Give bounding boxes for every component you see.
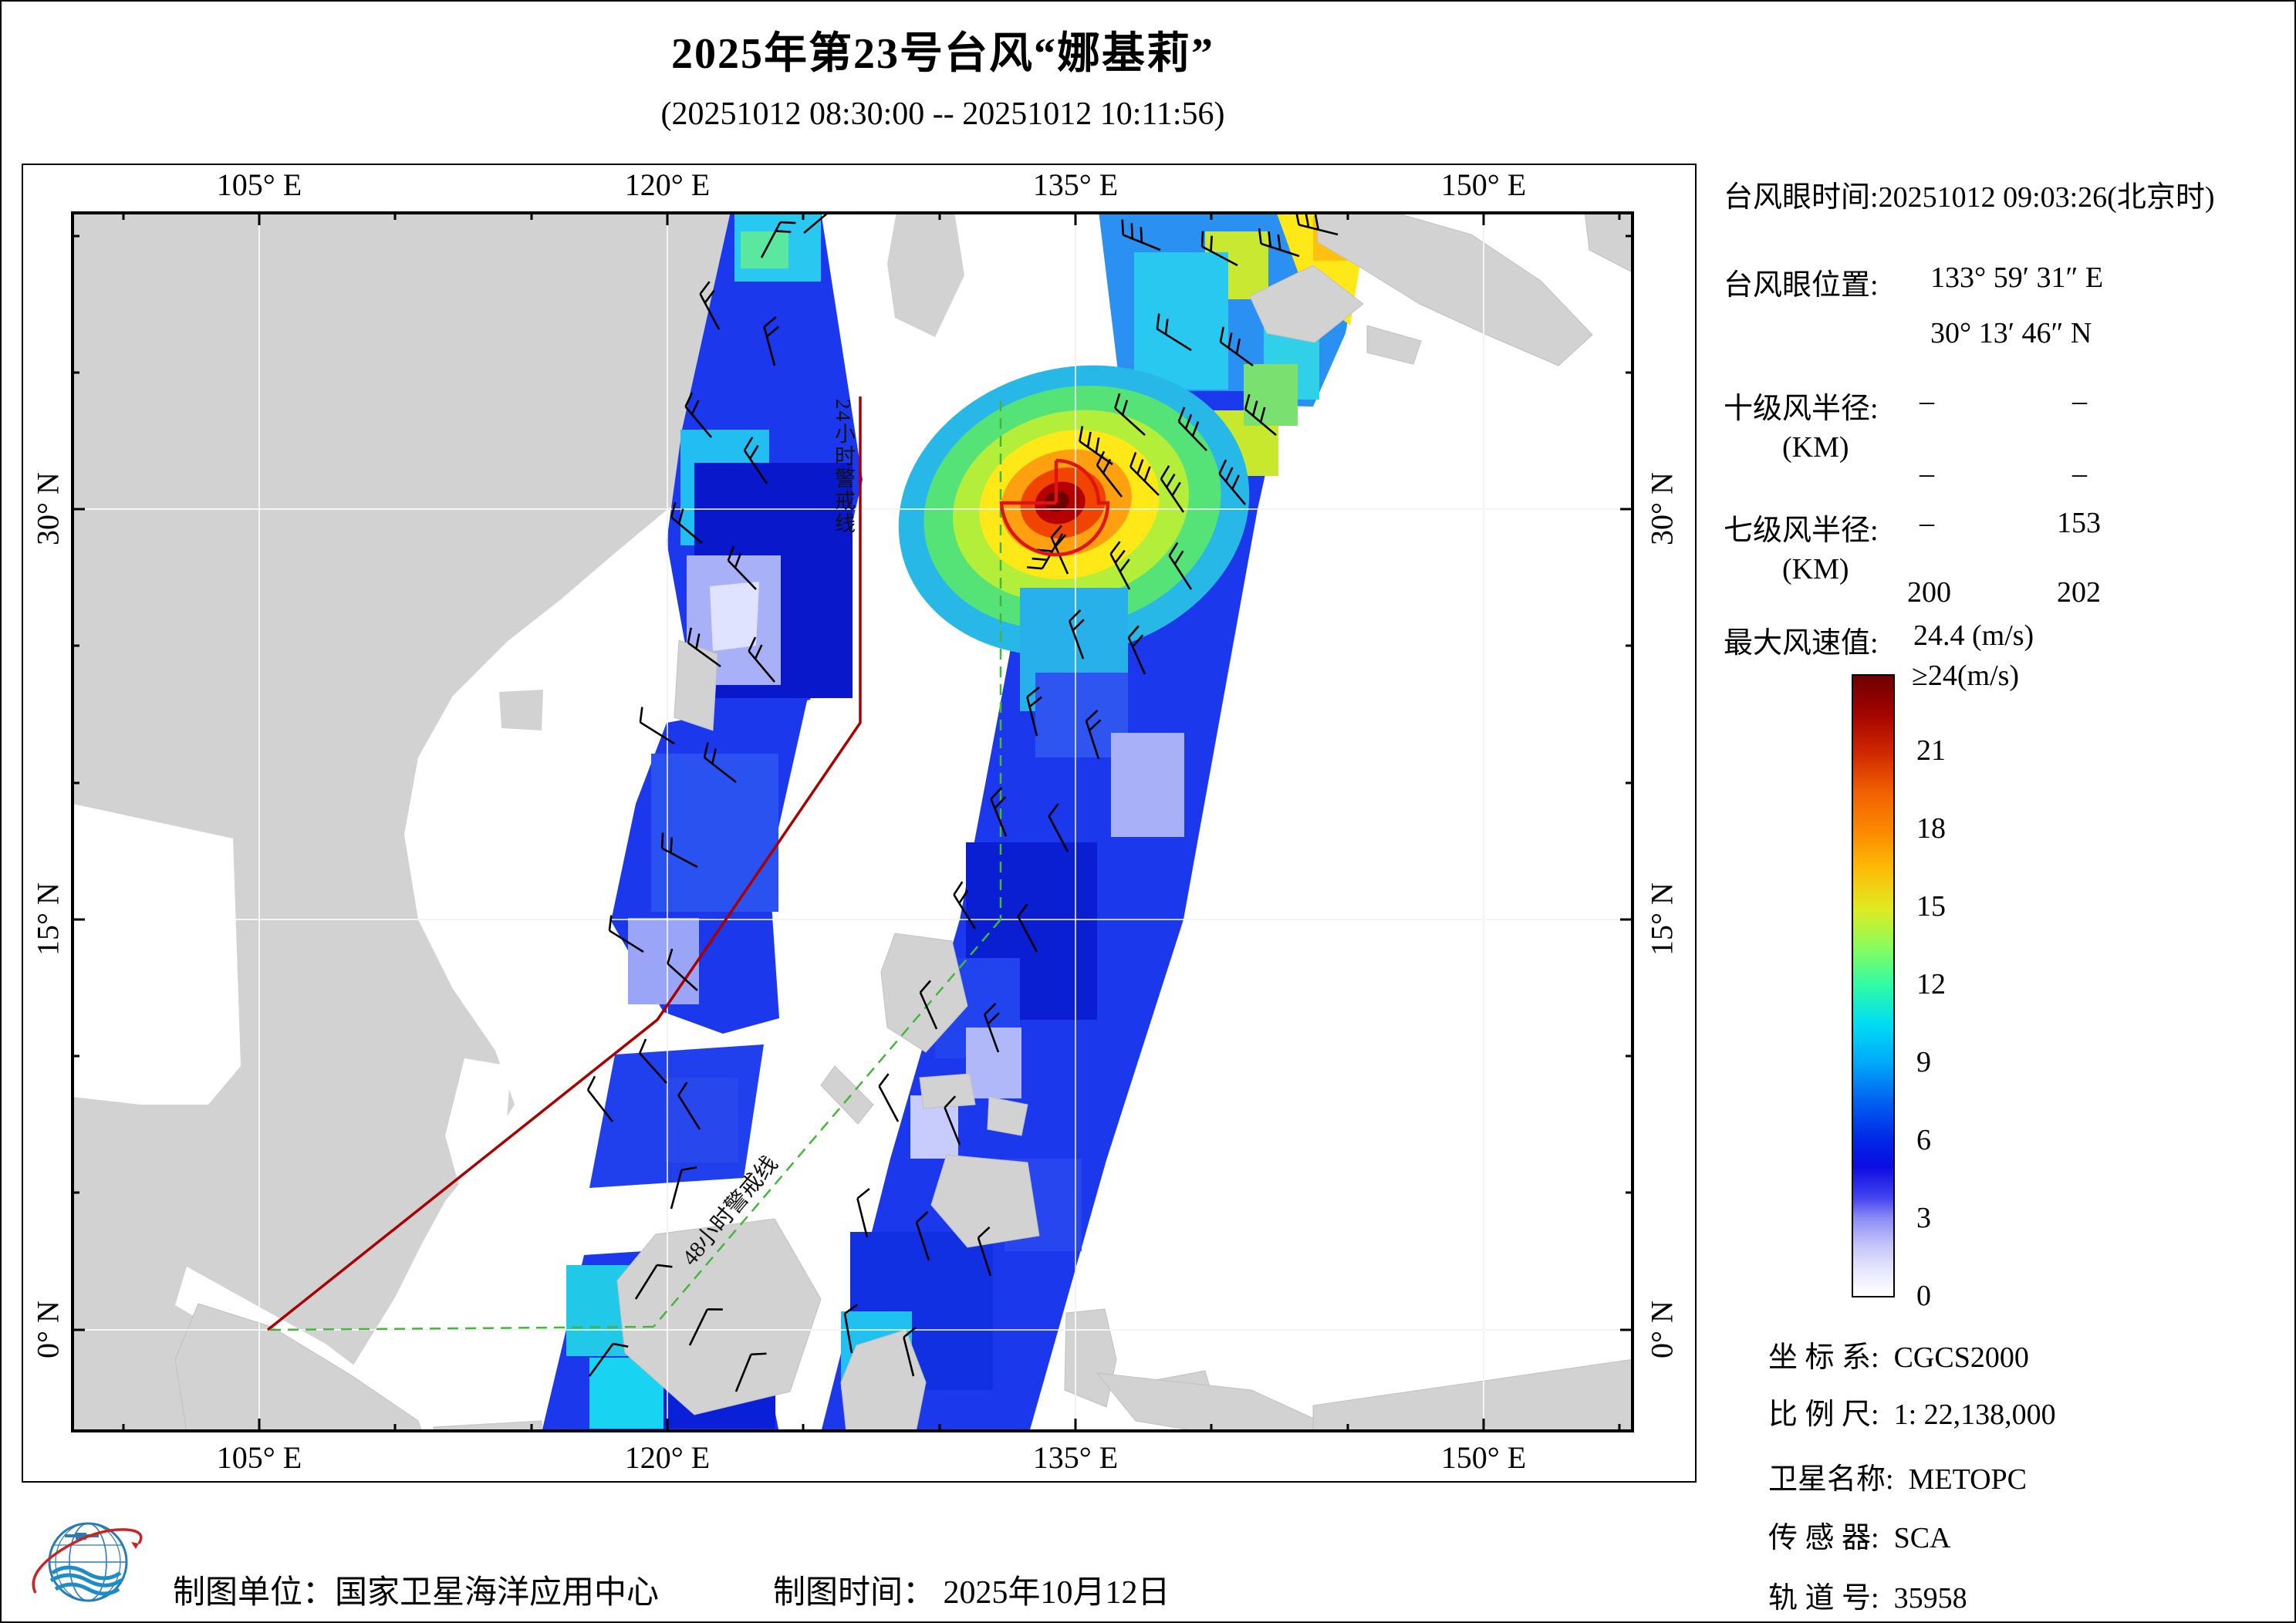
r7-value-1: –	[1920, 507, 1934, 539]
page-subtitle: (20251012 08:30:00 -- 20251012 10:11:56)	[660, 96, 1225, 132]
land-island	[1312, 1358, 1634, 1432]
meta-row-crs: 坐 标 系: CGCS2000	[1768, 1333, 2029, 1375]
r7-value-4: 202	[2057, 576, 2101, 609]
land-mainland	[887, 211, 964, 337]
warning-line-48h	[653, 919, 1001, 1328]
crs-label: 坐 标 系:	[1768, 1341, 1879, 1374]
vmax-label: 最大风速值:	[1724, 627, 1879, 660]
land-island	[1366, 325, 1422, 365]
r10-value-3: –	[1920, 457, 1934, 490]
land-island	[1316, 211, 1593, 366]
land-island	[674, 639, 718, 731]
colorbar-tick: 3	[1916, 1202, 1931, 1234]
r10-value-1: –	[1920, 385, 1934, 417]
r10-value-2: –	[2072, 385, 2087, 417]
vmax-value: 24.4 (m/s)	[1913, 619, 2034, 652]
colorbar-tick: 12	[1916, 968, 1946, 1000]
footer-time: 制图时间： 2025年10月12日	[773, 1566, 1170, 1613]
eye-time-value: 20251012 09:03:26(北京时)	[1878, 181, 2215, 214]
logo-orbit	[32, 1528, 143, 1594]
meta-row-satellite: 卫星名称: METOPC	[1768, 1455, 2027, 1497]
footer-credit: 制图单位：国家卫星海洋应用中心	[173, 1566, 659, 1613]
land-island	[174, 1303, 423, 1432]
orbit-value: 35958	[1893, 1582, 1967, 1615]
colorbar-tick: 9	[1916, 1046, 1931, 1078]
eye-lat-value: 30° 13′ 46″ N	[1930, 317, 2092, 349]
typhoon-eye-symbol	[999, 458, 1110, 557]
r7-value-3: 200	[1907, 576, 1951, 609]
land-island	[987, 1096, 1028, 1136]
wind-speed-colorbar	[1852, 674, 1895, 1297]
meta-row-scale: 比 例 尺: 1: 22,138,000	[1768, 1390, 2056, 1432]
page-title: 2025年第23号台风“娜基莉”	[671, 30, 1214, 78]
land-mainland	[499, 690, 543, 731]
wind-barbs	[586, 211, 1339, 1392]
colorbar-tick: 6	[1916, 1124, 1931, 1156]
colorbar-title: ≥24(m/s)	[1912, 660, 2020, 692]
r7-label: 七级风半径:	[1724, 515, 1879, 547]
colorbar-tick: 21	[1916, 734, 1946, 767]
wind-field-map[interactable]	[71, 211, 1634, 1432]
map-outer-frame	[22, 164, 1697, 1483]
map-time-value: 2025年10月12日	[943, 1575, 1170, 1611]
land-island	[820, 1065, 874, 1125]
land-island	[1096, 1372, 1345, 1432]
colorbar-tick: 18	[1916, 812, 1946, 845]
warning-line-48h	[267, 1325, 654, 1331]
land-island	[919, 1073, 976, 1109]
colorbar-tick: 0	[1916, 1280, 1931, 1312]
sensor-label: 传 感 器:	[1768, 1522, 1879, 1554]
r10-value-4: –	[2072, 457, 2087, 490]
orbit-label: 轨 道 号:	[1768, 1582, 1879, 1615]
r10-unit: (KM)	[1782, 431, 1849, 464]
map-time-label: 制图时间：	[773, 1575, 936, 1611]
scale-label: 比 例 尺:	[1768, 1399, 1879, 1431]
eye-time-row: 台风眼时间:20251012 09:03:26(北京时)	[1724, 173, 2215, 215]
map-unit-value: 国家卫星海洋应用中心	[335, 1575, 660, 1611]
map-border	[71, 211, 1634, 1432]
r7-value-2: 153	[2057, 507, 2101, 539]
warning-24h-label: 24小时警戒线	[832, 399, 855, 535]
agency-logo	[32, 1522, 143, 1602]
scale-value: 1: 22,138,000	[1893, 1399, 2056, 1431]
land-island	[1249, 265, 1364, 343]
r7-unit: (KM)	[1782, 553, 1849, 585]
satellite-value: METOPC	[1908, 1463, 2028, 1496]
crs-value: CGCS2000	[1893, 1341, 2029, 1374]
eye-pos-label: 台风眼位置:	[1724, 269, 1879, 302]
sensor-value: SCA	[1893, 1522, 1951, 1554]
meta-row-sensor: 传 感 器: SCA	[1768, 1513, 1950, 1556]
land-island	[880, 933, 968, 1053]
satellite-label: 卫星名称:	[1768, 1463, 1894, 1496]
meta-row-orbit: 轨 道 号: 35958	[1768, 1574, 1967, 1616]
eye-time-label: 台风眼时间:	[1724, 181, 1879, 214]
colorbar-tick: 15	[1916, 890, 1946, 923]
eye-lon-value: 133° 59′ 31″ E	[1930, 262, 2104, 294]
warning-line-24h	[266, 396, 862, 1331]
land-island	[930, 1154, 1040, 1248]
map-unit-label: 制图单位：	[173, 1575, 336, 1611]
logo-waves	[49, 1565, 123, 1596]
land-island	[1584, 211, 1634, 274]
r10-label: 十级风半径:	[1724, 393, 1879, 425]
